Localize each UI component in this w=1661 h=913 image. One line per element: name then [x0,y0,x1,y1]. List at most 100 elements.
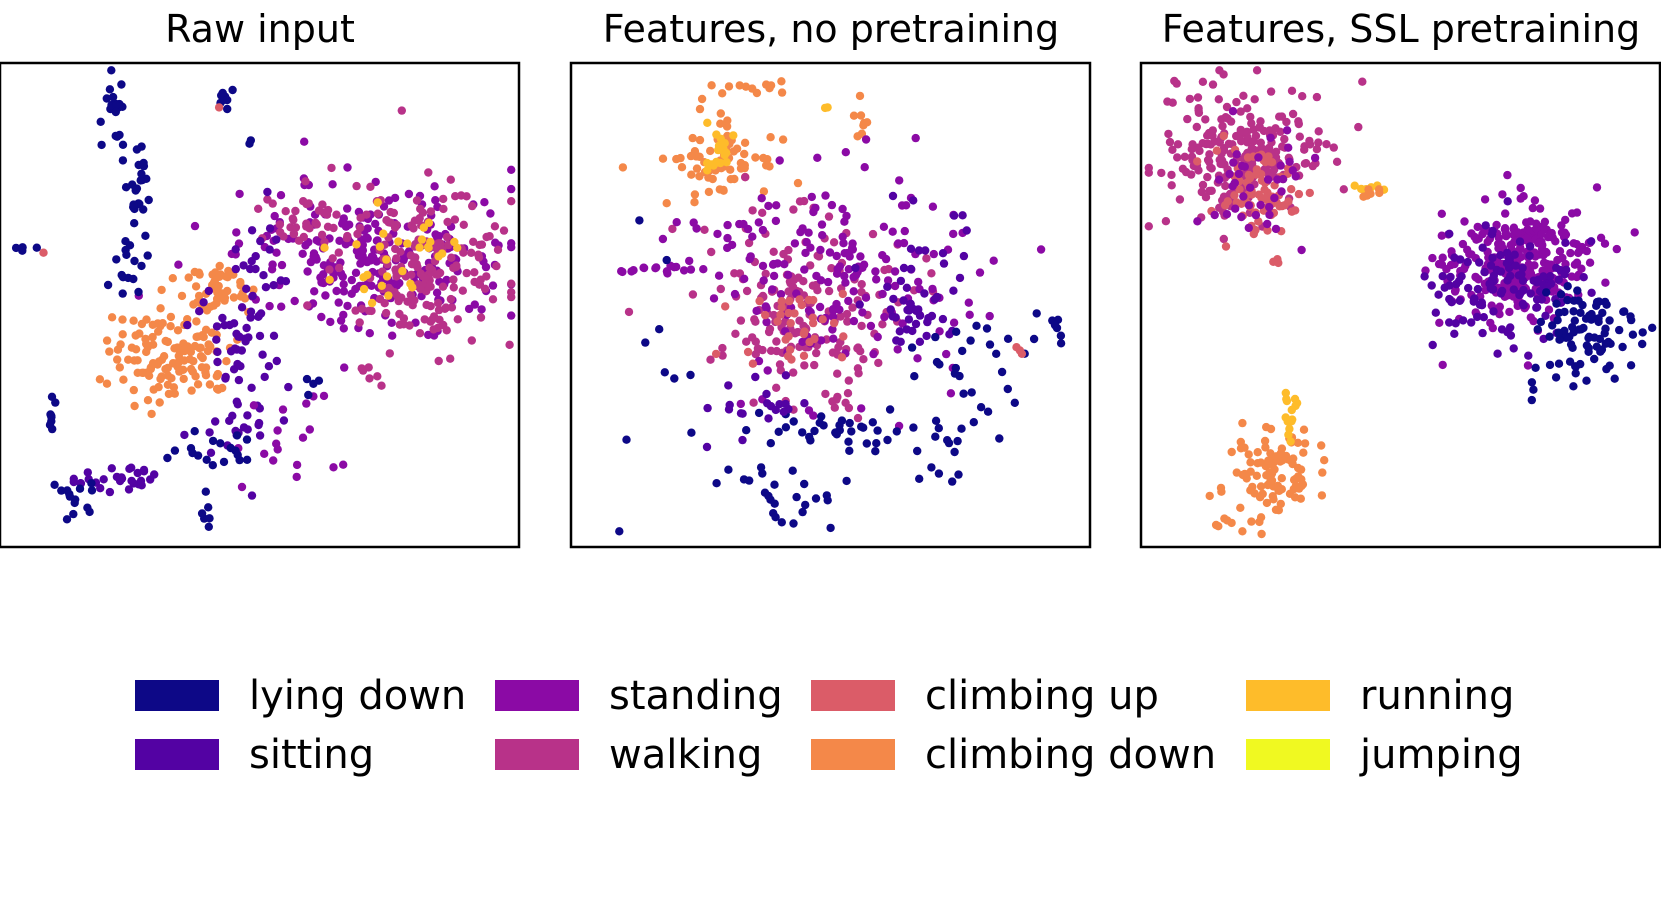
panel-1-point-558 [412,196,422,205]
panel-1-point-520 [468,201,477,211]
panel-2-point-65 [763,155,772,164]
panel-3-point-310 [1228,107,1238,116]
panel-2-point-497 [639,263,648,272]
panel-1-point-174 [215,293,224,302]
panel-2-point-610 [972,321,981,330]
legend-swatch-climbing-up [811,680,895,711]
panel-3-point-729 [1525,242,1535,251]
panel-2-point-377 [844,296,853,306]
panel-1-point-818 [96,484,105,493]
panel-1-point-424 [301,241,310,250]
panel-3-point-174 [1271,124,1280,133]
panel-1-point-946 [309,379,318,388]
panel-1-point-329 [235,189,244,199]
panel-3-point-923 [1274,506,1284,515]
panel-1-point-584 [482,272,491,281]
panel-1-point-872 [103,280,113,290]
panel-1-point-732 [264,362,274,371]
panel-1-point-688 [359,284,369,294]
panel-3-point-531 [1516,194,1525,203]
panel-1-point-552 [391,244,400,254]
panel-3-point-620 [1572,272,1582,282]
panel-2-point-485 [686,265,696,274]
panel-1-point-379 [431,196,440,205]
panel-2-point-122 [824,212,834,221]
panel-3-point-339 [1214,175,1224,184]
panel-1-point-895 [32,243,41,252]
panel-1-point-118 [186,347,196,357]
panel-3-point-322 [1237,212,1246,222]
panel-1-point-892 [218,88,227,98]
panel-2-point-157 [772,383,781,392]
panel-3-point-9 [1314,138,1323,147]
panel-3-point-777 [1503,197,1512,206]
panel-1-point-612 [410,296,419,305]
panel-3-point-558 [1497,240,1506,249]
panel-3-point-464 [1501,209,1510,218]
panel-1-point-934 [205,514,214,523]
panel-3-point-682 [1587,288,1596,297]
panel-1-point-280 [392,281,402,290]
panel-1-point-712 [279,416,289,425]
panel-3-point-285 [1212,146,1222,155]
panel-2-point-76 [777,88,787,97]
panel-3-point-654 [1596,233,1606,242]
panel-1-point-348 [339,214,348,223]
panel-3-point-162 [1214,95,1224,104]
panel-3-point-145 [1250,95,1259,104]
panel-2-point-694 [723,220,732,230]
panel-1-point-576 [443,217,452,227]
panel-2-point-224 [812,348,821,358]
panel-1-point-598 [334,248,343,257]
panel-2-point-632 [913,446,922,456]
panel-3-point-23 [1173,140,1183,149]
panel-2-point-7 [692,164,702,173]
legend-swatch-walking [495,739,579,770]
panel-2-point-630 [950,447,959,457]
panel-3-point-797 [1551,373,1561,382]
panel-1-point-170 [215,272,224,281]
panel-3-point-336 [1210,210,1219,220]
panel-1-point-737 [242,323,251,333]
panel-2-point-303 [829,334,838,343]
panel-3-point-723 [1478,328,1487,338]
panel-1-point-437 [453,315,462,324]
panel-2-point-482 [787,355,796,364]
panel-3-point-533 [1582,246,1592,256]
panel-1-point-675 [424,243,433,253]
panel-3-point-331 [1273,175,1282,184]
panel-1-point-112 [212,372,221,381]
panel-3-point-212 [1239,91,1248,101]
panel-3-point-343 [1284,143,1293,152]
panel-1-point-575 [420,315,429,324]
panel-1-point-109 [148,359,158,368]
panel-1-point-919 [50,480,59,489]
panel-2-point-136 [857,280,866,289]
panel-2-point-100 [729,131,738,140]
panel-2-point-502 [906,264,916,274]
panel-2-point-676 [781,399,790,409]
panel-3-point-256 [1263,226,1272,235]
panel-1-point-46 [118,330,127,339]
panel-2-point-635 [948,477,957,486]
panel-1-point-273 [351,268,361,277]
panel-2-point-468 [776,310,785,319]
panel-3-point-901 [1205,491,1214,501]
panel-2-point-566 [789,417,798,426]
panel-3-point-924 [1258,489,1267,499]
panel-3-point-865 [1545,332,1554,341]
panel-2-point-73 [718,89,727,98]
panel-1-point-865 [137,142,146,151]
panel-2-point-423 [841,148,850,157]
panel-3-point-947 [1277,474,1287,483]
panel-3-point-123 [1173,153,1182,162]
panel-1-point-768 [261,283,271,292]
panel-2-point-518 [883,282,892,291]
panel-2-point-226 [707,247,716,257]
panel-3-point-751 [1475,258,1484,267]
panel-3-point-88 [1195,146,1204,156]
panel-1-point-319 [276,191,286,200]
panel-2-point-633 [915,474,924,483]
panel-1-point-583 [429,325,438,334]
